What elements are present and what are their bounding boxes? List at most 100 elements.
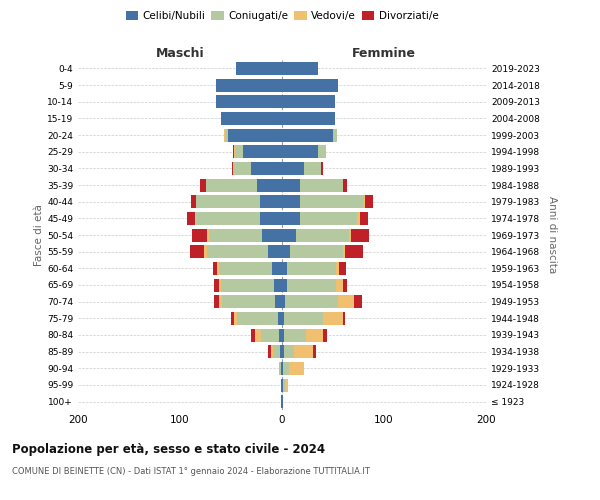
Bar bbox=[282, 178, 301, 192]
Bar bbox=[318, 145, 326, 158]
Bar bbox=[274, 278, 282, 291]
Bar bbox=[251, 162, 282, 175]
Bar bbox=[282, 345, 284, 358]
Bar bbox=[271, 345, 273, 358]
Bar bbox=[206, 178, 257, 192]
Bar bbox=[206, 228, 209, 241]
Bar bbox=[219, 295, 222, 308]
Bar bbox=[282, 95, 335, 108]
Bar bbox=[260, 212, 282, 225]
Bar bbox=[284, 345, 294, 358]
Bar bbox=[282, 145, 318, 158]
Bar bbox=[365, 195, 373, 208]
Bar bbox=[336, 262, 339, 275]
Bar bbox=[282, 245, 290, 258]
Bar bbox=[233, 145, 234, 158]
Bar bbox=[301, 195, 364, 208]
Bar bbox=[216, 78, 282, 92]
Bar bbox=[234, 312, 237, 325]
Bar bbox=[235, 145, 243, 158]
Bar bbox=[359, 212, 368, 225]
Bar bbox=[268, 245, 282, 258]
Bar bbox=[287, 278, 336, 291]
Bar bbox=[339, 262, 346, 275]
Bar bbox=[290, 245, 343, 258]
Y-axis label: Fasce di età: Fasce di età bbox=[34, 204, 44, 266]
Bar bbox=[231, 312, 234, 325]
Bar bbox=[284, 312, 323, 325]
Text: Maschi: Maschi bbox=[155, 47, 205, 60]
Bar bbox=[294, 345, 313, 358]
Legend: Celibi/Nubili, Coniugati/e, Vedovi/e, Divorziati/e: Celibi/Nubili, Coniugati/e, Vedovi/e, Di… bbox=[122, 8, 442, 24]
Y-axis label: Anni di nascita: Anni di nascita bbox=[547, 196, 557, 274]
Bar bbox=[343, 312, 345, 325]
Bar bbox=[225, 128, 228, 141]
Bar bbox=[279, 328, 282, 342]
Bar bbox=[192, 228, 206, 241]
Bar bbox=[214, 278, 219, 291]
Bar bbox=[282, 212, 301, 225]
Bar bbox=[338, 295, 355, 308]
Bar bbox=[233, 162, 251, 175]
Bar bbox=[307, 328, 323, 342]
Text: Femmine: Femmine bbox=[352, 47, 416, 60]
Bar bbox=[214, 295, 219, 308]
Bar bbox=[364, 195, 365, 208]
Bar bbox=[236, 62, 282, 75]
Bar bbox=[280, 345, 282, 358]
Bar bbox=[260, 195, 282, 208]
Bar bbox=[232, 162, 233, 175]
Bar bbox=[287, 262, 336, 275]
Bar bbox=[251, 328, 256, 342]
Bar bbox=[289, 362, 304, 375]
Bar bbox=[217, 262, 219, 275]
Bar bbox=[206, 245, 268, 258]
Bar bbox=[284, 328, 307, 342]
Bar bbox=[221, 112, 282, 125]
Bar bbox=[222, 295, 275, 308]
Bar bbox=[273, 345, 280, 358]
Bar bbox=[282, 195, 301, 208]
Bar bbox=[349, 228, 352, 241]
Bar bbox=[191, 195, 196, 208]
Bar bbox=[228, 128, 282, 141]
Bar bbox=[343, 278, 347, 291]
Bar bbox=[279, 362, 281, 375]
Bar bbox=[281, 362, 282, 375]
Bar bbox=[196, 195, 260, 208]
Text: Popolazione per età, sesso e stato civile - 2024: Popolazione per età, sesso e stato civil… bbox=[12, 442, 325, 456]
Bar bbox=[313, 345, 316, 358]
Bar bbox=[355, 295, 362, 308]
Bar bbox=[321, 162, 323, 175]
Bar bbox=[296, 228, 349, 241]
Bar bbox=[282, 395, 283, 408]
Bar bbox=[282, 295, 285, 308]
Bar bbox=[219, 278, 221, 291]
Bar bbox=[256, 328, 260, 342]
Bar bbox=[221, 278, 274, 291]
Bar bbox=[282, 162, 304, 175]
Bar bbox=[282, 328, 284, 342]
Bar bbox=[283, 362, 289, 375]
Bar bbox=[345, 245, 362, 258]
Bar bbox=[323, 328, 327, 342]
Bar bbox=[282, 128, 333, 141]
Bar bbox=[323, 312, 343, 325]
Bar bbox=[282, 378, 283, 392]
Bar bbox=[301, 212, 358, 225]
Bar bbox=[282, 78, 338, 92]
Bar bbox=[224, 128, 225, 141]
Bar bbox=[268, 345, 271, 358]
Bar bbox=[343, 178, 347, 192]
Bar bbox=[283, 378, 285, 392]
Bar bbox=[285, 378, 288, 392]
Bar bbox=[304, 162, 321, 175]
Bar bbox=[219, 262, 272, 275]
Bar bbox=[260, 328, 279, 342]
Bar bbox=[243, 145, 282, 158]
Bar bbox=[196, 212, 260, 225]
Bar bbox=[200, 178, 206, 192]
Bar bbox=[262, 228, 282, 241]
Bar bbox=[237, 312, 278, 325]
Bar bbox=[282, 112, 335, 125]
